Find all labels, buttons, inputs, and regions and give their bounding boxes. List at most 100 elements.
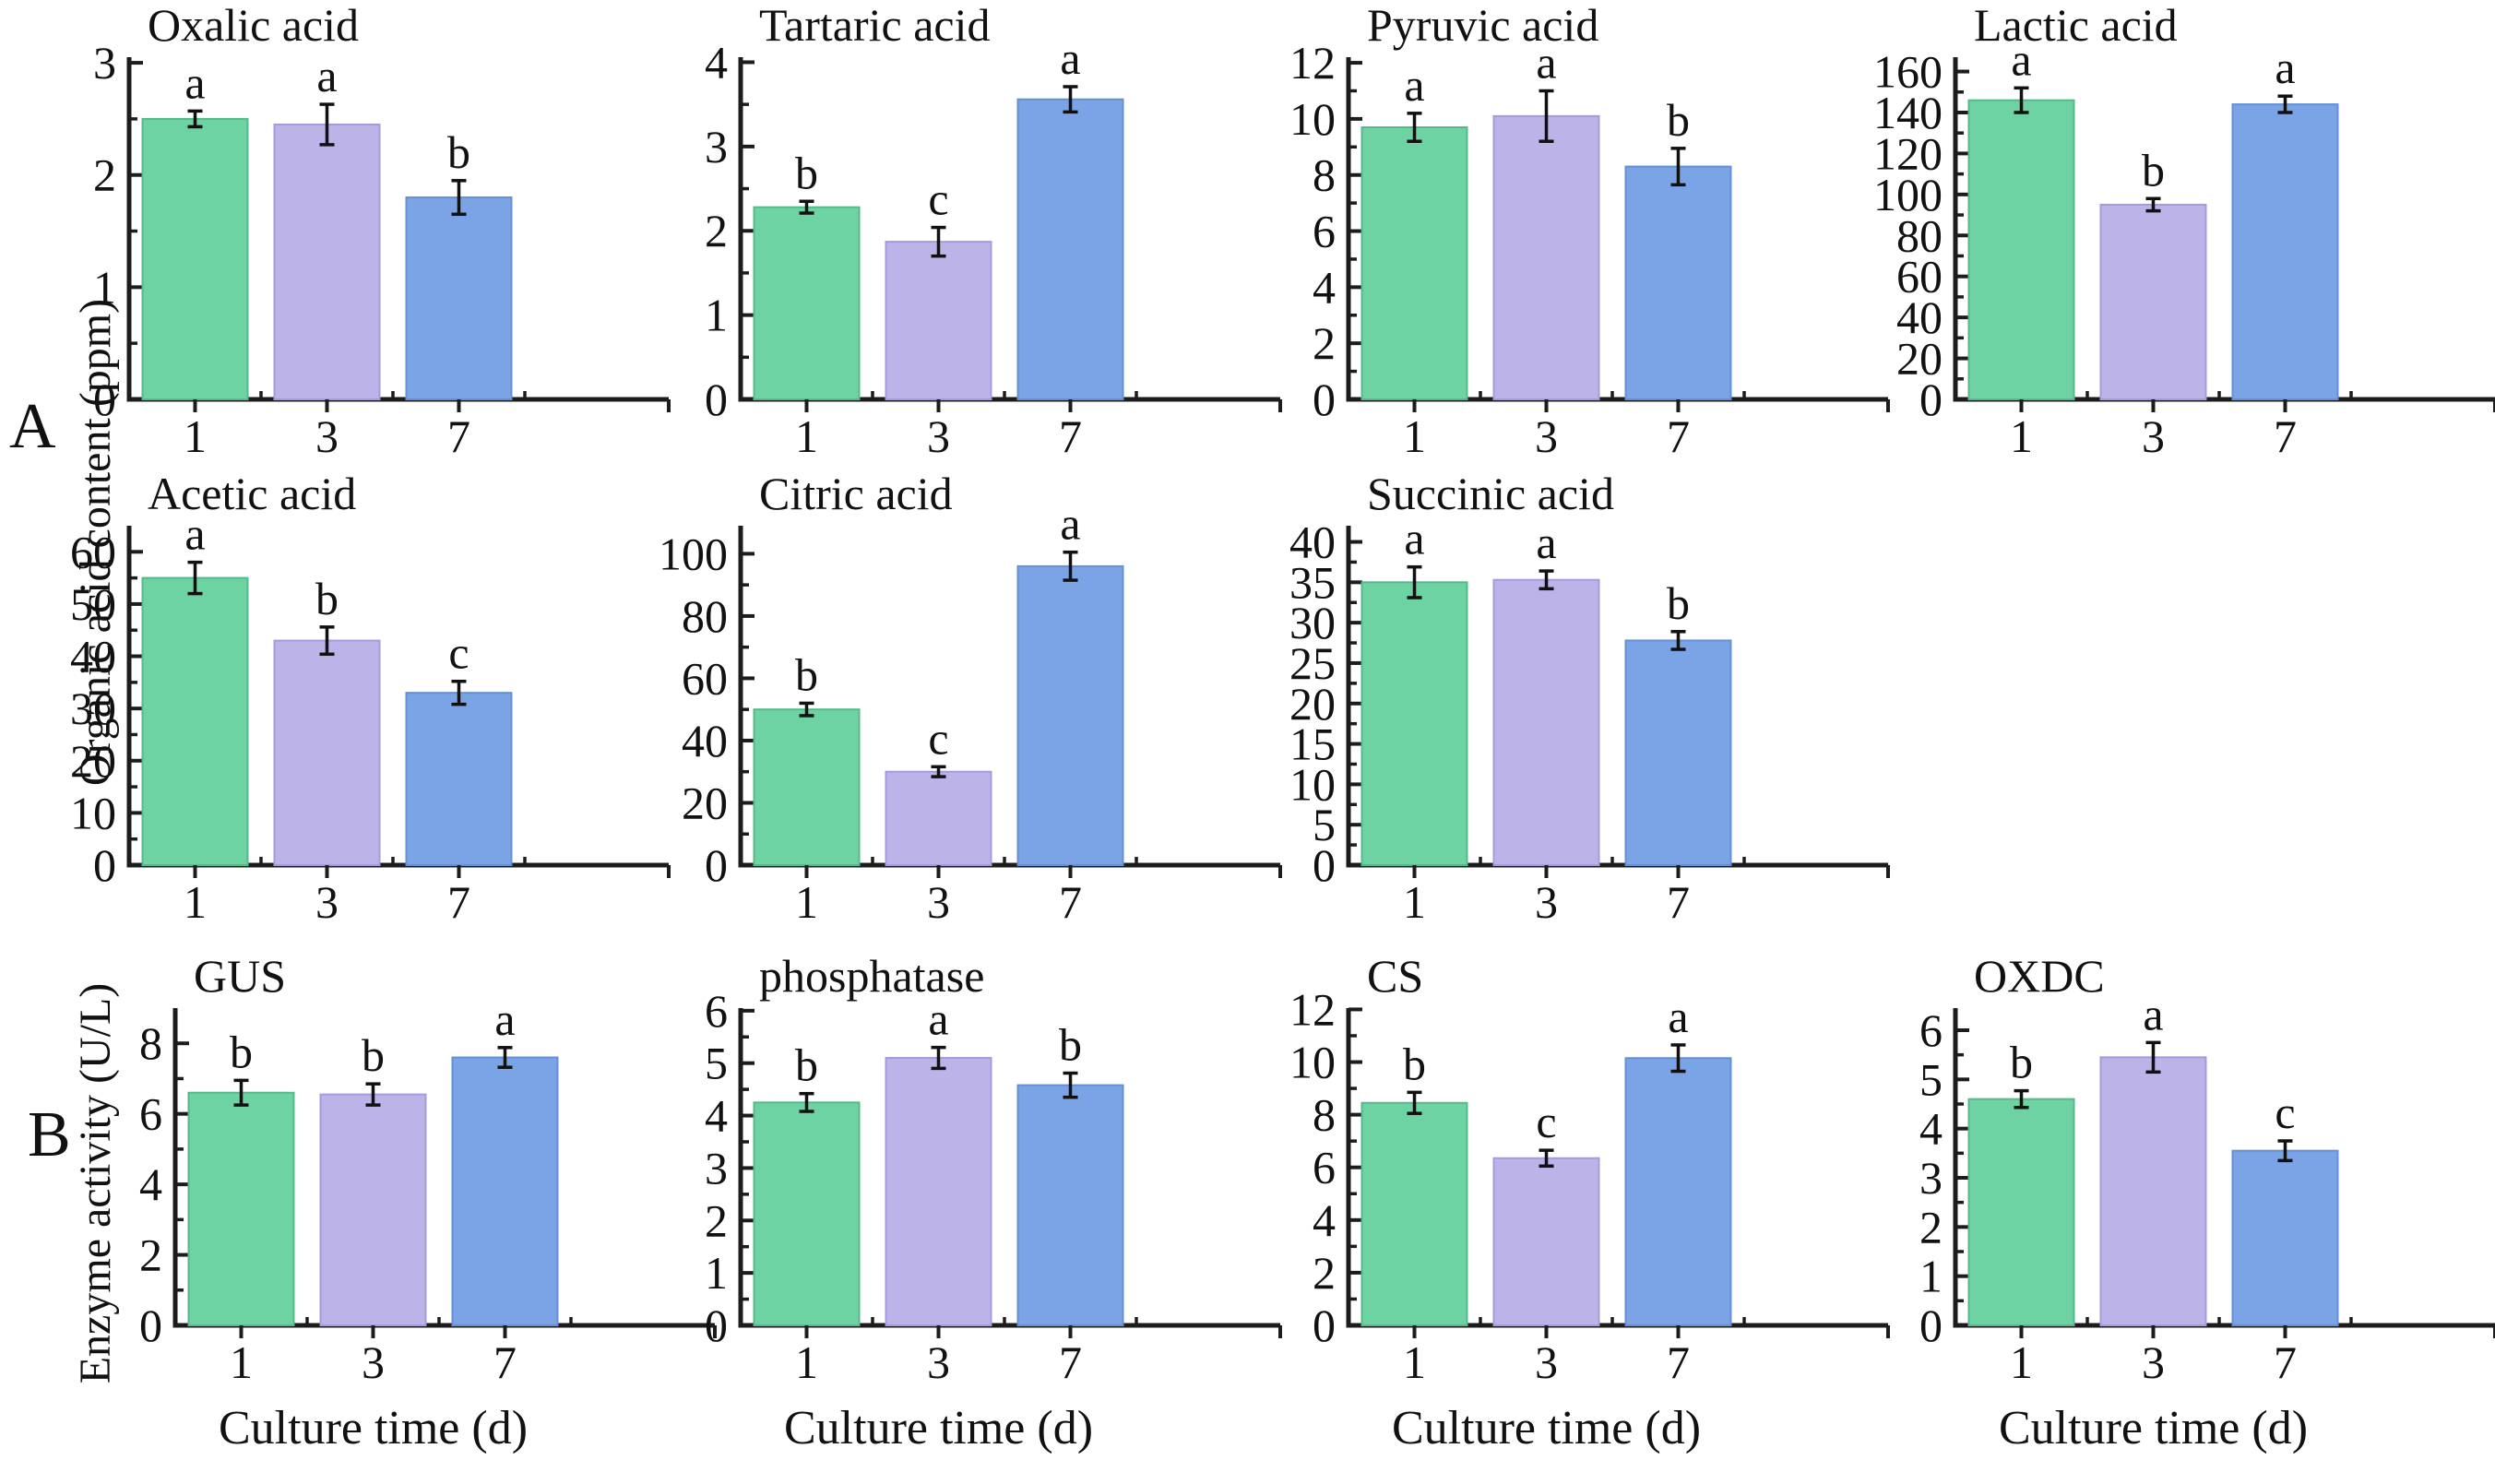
x-tick-label: 1 — [184, 876, 207, 928]
y-tick-label: 2 — [93, 149, 116, 201]
y-tick-label: 40 — [1896, 291, 1943, 343]
x-tick-label: 7 — [1059, 876, 1082, 928]
y-tick-label: 40 — [70, 631, 116, 683]
bar-day-1 — [753, 1101, 861, 1326]
x-tick-label: 3 — [927, 1336, 950, 1388]
x-tick-label: 7 — [1059, 1336, 1082, 1388]
bar-day-3 — [1492, 114, 1600, 400]
y-tick-label: 20 — [1896, 333, 1943, 385]
significance-letter: c — [928, 173, 948, 225]
y-tick-label: 6 — [705, 985, 728, 1037]
x-tick-label: 3 — [927, 410, 950, 462]
x-tick-label: 3 — [2142, 410, 2165, 462]
chart-gus: GUS 0 2 4 6 8 b 1 b 3 a 7 Culture time (d) — [139, 950, 717, 1454]
y-tick-label: 40 — [1289, 516, 1336, 568]
chart-title: OXDC — [1974, 950, 2105, 1002]
y-tick-label: 5 — [1919, 1053, 1943, 1105]
chart-title: GUS — [194, 950, 286, 1002]
significance-letter: a — [494, 993, 515, 1045]
y-tick-label: 0 — [93, 839, 116, 891]
bar-day-3 — [2099, 203, 2207, 400]
chart-title: CS — [1367, 950, 1423, 1002]
bar-day-1 — [1360, 581, 1468, 866]
y-tick-label: 10 — [1289, 1037, 1336, 1088]
bar-day-7 — [405, 196, 513, 400]
x-tick-label: 1 — [2010, 1336, 2033, 1388]
y-tick-label: 3 — [1919, 1152, 1943, 1204]
bar-day-7 — [1016, 564, 1124, 866]
bar-day-1 — [1967, 99, 2075, 401]
y-tick-label: 5 — [705, 1038, 728, 1089]
significance-letter: a — [1060, 498, 1080, 550]
x-tick-label: 3 — [1535, 1336, 1558, 1388]
bar-day-1 — [187, 1091, 295, 1326]
y-tick-label: 0 — [1919, 374, 1943, 425]
y-tick-label: 6 — [1919, 1004, 1943, 1056]
y-tick-label: 10 — [1289, 93, 1336, 145]
x-tick-label: 7 — [1667, 410, 1690, 462]
significance-letter: b — [315, 573, 339, 624]
y-tick-label: 0 — [93, 374, 116, 425]
panel-label-b: B — [28, 1099, 71, 1170]
significance-letter: c — [2275, 1086, 2295, 1138]
y-tick-label: 6 — [1313, 1142, 1336, 1193]
x-tick-label: 1 — [1403, 1336, 1426, 1388]
y-tick-label: 0 — [1313, 374, 1336, 425]
chart-title: Citric acid — [759, 468, 953, 519]
significance-letter: b — [795, 648, 818, 700]
y-tick-label: 60 — [70, 526, 116, 577]
y-tick-label: 10 — [1289, 758, 1336, 810]
y-tick-label: 40 — [682, 715, 728, 766]
chart-citric-acid: Citric acid 0 20 40 60 80 100 b 1 c 3 a 7 — [659, 468, 1282, 928]
y-tick-label: 20 — [682, 777, 728, 828]
y-tick-label: 2 — [139, 1229, 162, 1281]
bar-day-7 — [1624, 1057, 1732, 1326]
significance-letter: b — [230, 1026, 253, 1077]
significance-letter: a — [1536, 36, 1556, 88]
significance-letter: b — [2142, 144, 2165, 196]
bar-day-3 — [2099, 1056, 2207, 1326]
x-tick-label: 7 — [447, 876, 470, 928]
bar-day-7 — [2231, 103, 2339, 401]
chart-oxalic-acid: Oxalic acid 0 1 2 3 a 1 a 3 b 7 — [93, 0, 671, 462]
x-tick-label: 1 — [184, 410, 207, 462]
y-tick-label: 3 — [93, 37, 116, 89]
y-tick-label: 35 — [1289, 556, 1336, 608]
significance-letter: a — [1668, 991, 1688, 1042]
x-tick-label: 7 — [2274, 410, 2297, 462]
significance-letter: a — [1536, 516, 1556, 568]
bar-day-1 — [141, 117, 249, 400]
y-tick-label: 4 — [705, 1090, 728, 1142]
y-tick-label: 12 — [1289, 37, 1336, 89]
y-tick-label: 1 — [705, 290, 728, 341]
significance-letter: b — [1403, 1038, 1426, 1089]
chart-title: Pyruvic acid — [1367, 0, 1598, 51]
y-tick-label: 6 — [1313, 206, 1336, 257]
y-tick-label: 20 — [70, 735, 116, 787]
chart-title: Oxalic acid — [148, 0, 359, 51]
x-axis-label: Culture time (d) — [1999, 1402, 2308, 1454]
significance-letter: b — [2010, 1037, 2033, 1088]
bar-day-3 — [273, 123, 381, 400]
bar-day-7 — [2231, 1149, 2339, 1326]
y-tick-label: 2 — [705, 205, 728, 256]
bar-day-7 — [1016, 98, 1124, 400]
y-tick-label: 0 — [1313, 839, 1336, 891]
y-tick-label: 80 — [1896, 209, 1943, 261]
bar-day-3 — [885, 241, 992, 400]
y-tick-label: 4 — [1313, 1194, 1336, 1246]
y-tick-label: 20 — [1289, 678, 1336, 730]
y-tick-label: 30 — [1289, 597, 1336, 648]
y-tick-label: 0 — [1313, 1300, 1336, 1351]
y-tick-label: 3 — [705, 1142, 728, 1193]
x-axis-label: Culture time (d) — [784, 1402, 1093, 1454]
x-tick-label: 7 — [493, 1336, 517, 1388]
x-tick-label: 1 — [230, 1336, 253, 1388]
y-tick-label: 0 — [139, 1300, 162, 1351]
bar-day-7 — [1016, 1084, 1124, 1326]
bar-day-7 — [451, 1056, 559, 1326]
